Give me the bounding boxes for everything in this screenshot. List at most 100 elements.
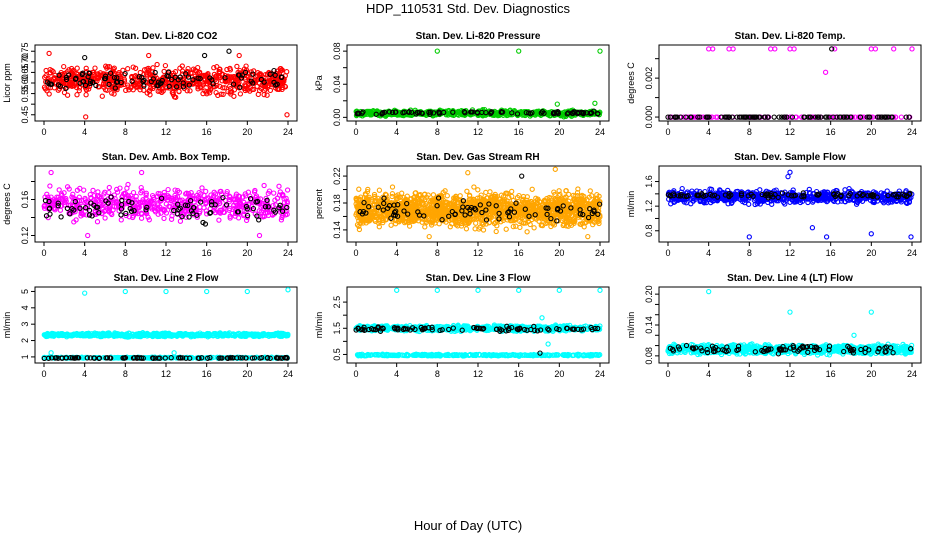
data-point — [282, 83, 288, 90]
data-point — [743, 114, 749, 120]
outlier-point — [592, 100, 598, 106]
data-point — [170, 70, 176, 76]
data-point — [186, 214, 192, 220]
data-point — [109, 86, 116, 92]
data-point — [356, 186, 362, 192]
data-point — [74, 187, 81, 193]
data-point — [222, 75, 228, 81]
data-point — [807, 114, 813, 120]
data-point — [488, 110, 494, 117]
data-point — [182, 202, 189, 208]
data-point — [117, 185, 123, 191]
data-point — [161, 207, 167, 213]
data-point — [185, 197, 191, 203]
data-point — [884, 188, 890, 194]
data-point — [667, 114, 674, 120]
data-point — [43, 213, 50, 219]
data-point — [170, 91, 177, 98]
data-point — [150, 85, 156, 92]
x-tick-label: 4 — [82, 369, 87, 379]
data-point — [47, 66, 53, 73]
series-magenta — [41, 169, 291, 239]
data-point — [193, 68, 199, 74]
data-point — [874, 114, 881, 120]
x-tick-label: 0 — [665, 127, 670, 137]
data-point — [180, 84, 187, 90]
data-point — [256, 87, 263, 94]
data-point — [123, 212, 129, 219]
data-point — [118, 212, 124, 218]
data-point — [520, 109, 526, 115]
data-point — [99, 93, 105, 99]
data-point — [464, 188, 470, 194]
x-tick-label: 8 — [435, 127, 440, 137]
data-point — [183, 71, 189, 77]
data-point — [280, 193, 286, 199]
data-point — [172, 192, 178, 199]
data-point — [74, 92, 80, 98]
data-point — [250, 205, 257, 212]
outlier-point — [585, 233, 591, 240]
data-point — [234, 63, 240, 70]
data-point — [272, 209, 279, 215]
data-point — [247, 193, 253, 199]
data-point — [66, 186, 72, 192]
data-point — [179, 213, 185, 220]
data-point — [436, 109, 442, 115]
data-point — [77, 205, 83, 211]
y-tick-label: 0.75 — [20, 42, 30, 60]
data-point — [220, 91, 226, 98]
data-point — [146, 88, 152, 94]
data-point — [224, 191, 230, 197]
data-point — [781, 114, 787, 120]
data-point — [70, 67, 76, 74]
data-point — [150, 65, 156, 71]
data-point — [468, 109, 475, 115]
data-point — [82, 205, 89, 211]
data-point — [226, 207, 232, 213]
data-point — [255, 199, 262, 206]
data-point — [137, 69, 143, 76]
data-point — [145, 65, 151, 72]
data-point — [419, 110, 425, 117]
data-point — [271, 67, 277, 74]
data-point — [126, 198, 132, 205]
data-point — [230, 81, 237, 87]
data-point — [95, 198, 101, 204]
data-point — [688, 114, 694, 120]
data-point — [571, 109, 577, 115]
data-point — [208, 209, 214, 216]
data-point — [92, 65, 98, 71]
data-point — [174, 211, 180, 217]
data-point — [123, 210, 129, 217]
data-point — [90, 187, 96, 194]
data-point — [463, 226, 470, 232]
outlier-point — [829, 46, 835, 52]
data-point — [41, 203, 47, 209]
x-tick-label: 4 — [82, 127, 87, 137]
outlier-point — [434, 48, 440, 54]
y-tick-label: 0.08 — [332, 42, 342, 60]
y-tick-label: 0.16 — [20, 191, 30, 209]
data-point — [279, 208, 286, 214]
x-tick-label: 12 — [473, 127, 483, 137]
data-point — [66, 83, 72, 89]
data-point — [90, 79, 96, 85]
x-tick-label: 16 — [514, 127, 524, 137]
data-point — [216, 66, 223, 73]
data-point — [494, 111, 500, 118]
outlier-point — [552, 166, 558, 172]
outlier-point — [426, 233, 432, 240]
data-point — [141, 77, 147, 84]
outlier-point — [554, 101, 560, 107]
data-point — [248, 78, 254, 84]
data-point — [818, 114, 824, 120]
data-point — [236, 193, 242, 199]
data-point — [201, 205, 207, 211]
data-point — [220, 194, 226, 201]
data-point — [430, 192, 437, 198]
data-point — [71, 219, 77, 225]
data-point — [276, 205, 282, 211]
outlier-point — [516, 48, 522, 54]
y-axis-label: kPa — [314, 75, 324, 91]
